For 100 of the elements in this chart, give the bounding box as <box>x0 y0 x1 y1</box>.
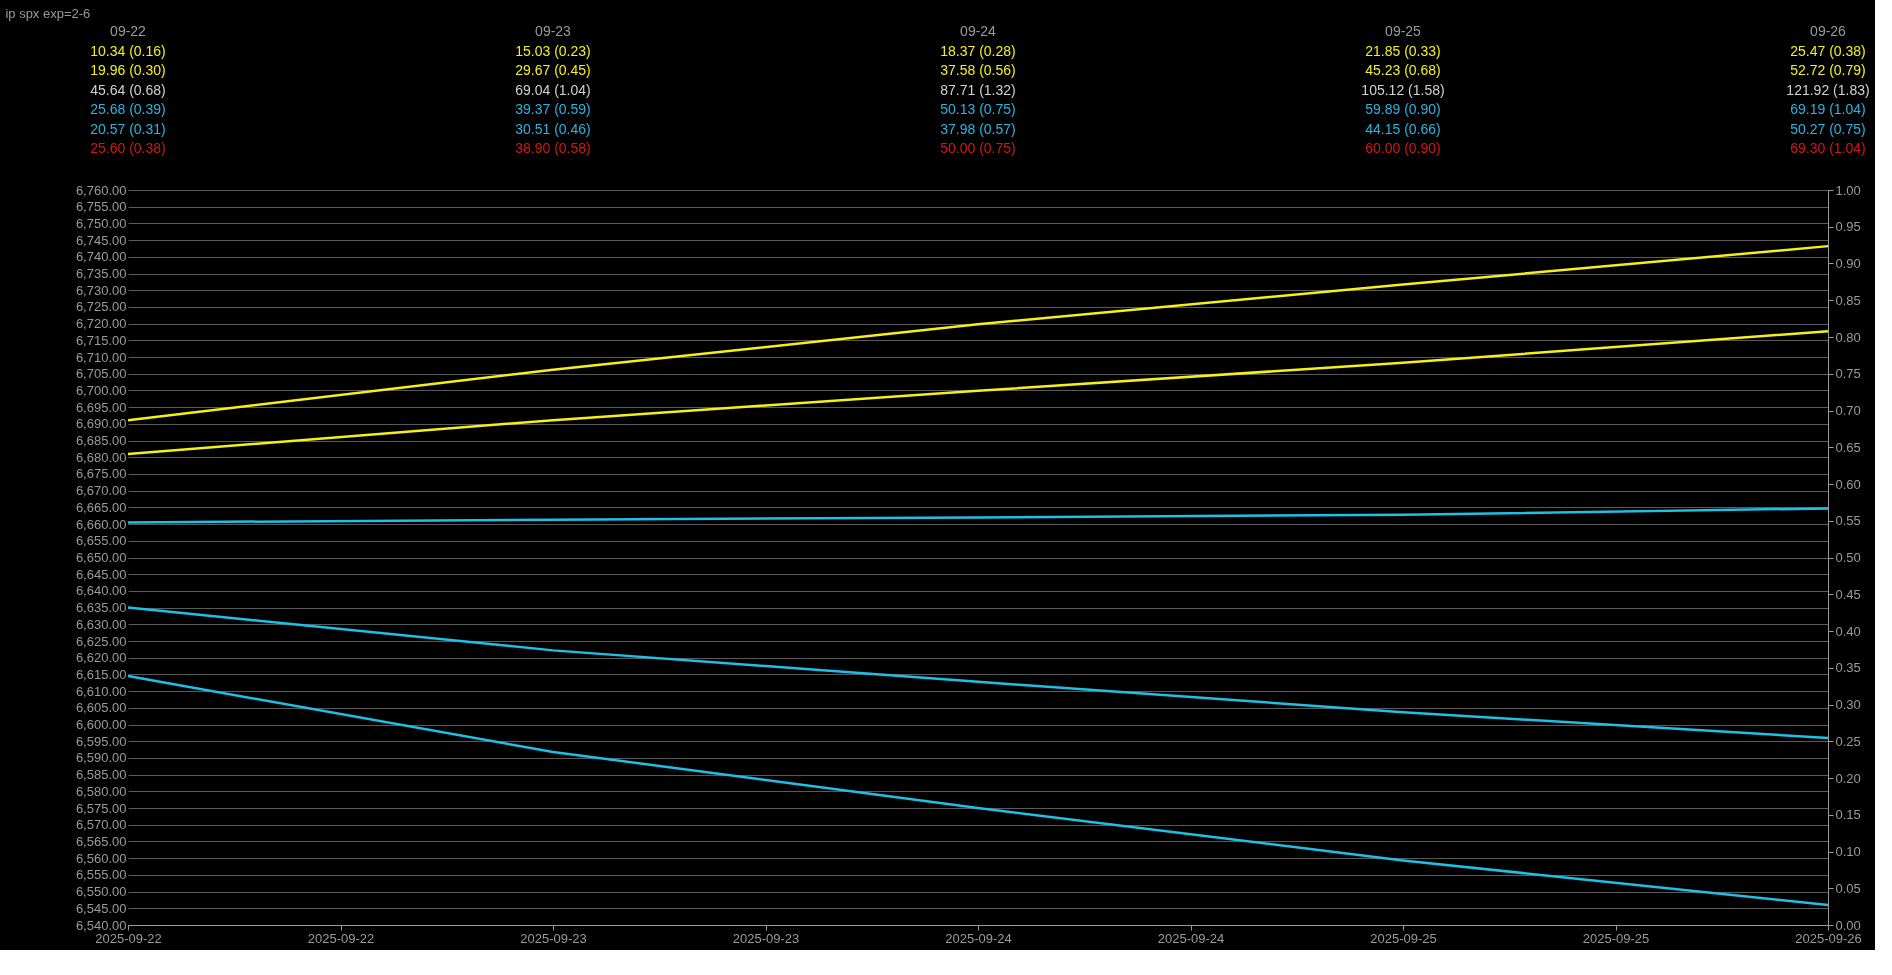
y-tick-label: 6,615.00 <box>75 666 127 682</box>
line-series <box>126 606 1830 740</box>
x-tick-label: 2025-09-22 <box>95 930 162 946</box>
text: 121.92 (1.83) <box>1786 81 1870 98</box>
y2-tick-label: 0.50 <box>1835 550 1861 565</box>
y2-tick-label: 0.90 <box>1835 256 1861 271</box>
text: 50.13 (0.75) <box>940 101 1016 117</box>
x-tick-label: 2025-09-25 <box>1370 930 1437 946</box>
y-tick-label: 6,540.00 <box>75 917 127 933</box>
y2-tick-label: 0.80 <box>1835 329 1861 345</box>
text: 30.51 (0.46) <box>515 120 591 137</box>
y-tick-label: 6,645.00 <box>75 566 127 582</box>
y2-tick-label: 1.00 <box>1835 182 1861 198</box>
text: 19.96 (0.30) <box>90 62 166 78</box>
y-tick-label: 6,745.00 <box>75 232 127 248</box>
y2-tick-label: 0.45 <box>1835 586 1861 602</box>
chart-title: ip spx exp=2-6 <box>5 6 91 21</box>
text: 87.71 (1.32) <box>940 81 1016 98</box>
y2-tick-label: 0.05 <box>1835 880 1861 896</box>
text: 69.04 (1.04) <box>515 81 591 98</box>
y-tick-label: 6,670.00 <box>75 483 127 499</box>
y-tick-label: 6,715.00 <box>75 332 127 348</box>
y2-tick-label: 0.15 <box>1835 807 1861 823</box>
text: 09-26 <box>1810 23 1847 39</box>
text: 37.58 (0.56) <box>940 62 1016 78</box>
text: 50.27 (0.75) <box>1790 120 1866 137</box>
text: 60.00 (0.90) <box>1365 140 1441 156</box>
y-tick-label: 6,760.00 <box>75 182 127 198</box>
y-tick-label: 6,580.00 <box>75 783 127 799</box>
x-tick-label: 2025-09-23 <box>520 930 587 946</box>
y-tick-label: 6,695.00 <box>75 399 127 415</box>
y-tick-label: 6,705.00 <box>75 366 127 382</box>
y2-tick-label: 0.35 <box>1835 660 1861 676</box>
y-tick-label: 6,630.00 <box>75 616 127 632</box>
text: 45.23 (0.68) <box>1365 62 1441 78</box>
x-tick-label: 2025-09-25 <box>1582 930 1650 946</box>
y2-tick-label: 0.55 <box>1835 513 1861 529</box>
y-tick-label: 6,700.00 <box>75 382 127 398</box>
text: 105.12 (1.58) <box>1361 81 1445 98</box>
y-tick-label: 6,660.00 <box>75 516 127 532</box>
y-tick-label: 6,590.00 <box>75 750 127 766</box>
text: 20.57 (0.31) <box>90 120 166 137</box>
y-tick-label: 6,555.00 <box>75 867 127 883</box>
text: 25.68 (0.39) <box>90 101 166 117</box>
y-tick-label: 6,750.00 <box>75 215 127 231</box>
y-tick-label: 6,730.00 <box>75 282 127 298</box>
y-tick-label: 6,710.00 <box>75 349 127 365</box>
y-tick-label: 6,570.00 <box>75 817 127 833</box>
y2-tick-label: 0.70 <box>1835 403 1861 418</box>
y2-tick-label: 0.65 <box>1835 439 1861 455</box>
y2-tick-label: 0.25 <box>1835 733 1861 749</box>
y-tick-label: 6,545.00 <box>75 900 127 916</box>
text: 44.15 (0.66) <box>1365 120 1441 137</box>
text: 09-25 <box>1385 23 1422 39</box>
y-tick-label: 6,685.00 <box>75 433 127 449</box>
text: 45.64 (0.68) <box>90 81 166 98</box>
y-tick-label: 6,610.00 <box>75 683 127 699</box>
y2-tick-label: 0.10 <box>1835 844 1861 859</box>
text: 25.47 (0.38) <box>1790 42 1866 59</box>
text: 10.34 (0.16) <box>90 42 166 59</box>
y2-tick-label: 0.40 <box>1835 623 1861 639</box>
line-series <box>126 507 1830 524</box>
x-tick-label: 2025-09-26 <box>1795 930 1862 946</box>
y-tick-label: 6,620.00 <box>75 650 127 666</box>
y2-tick-label: 0.75 <box>1835 366 1861 382</box>
y2-tick-label: 0.00 <box>1835 917 1861 933</box>
y-tick-label: 6,635.00 <box>75 600 127 616</box>
y-tick-label: 6,625.00 <box>75 633 127 649</box>
y-tick-label: 6,725.00 <box>75 299 127 315</box>
y-tick-label: 6,550.00 <box>75 884 127 900</box>
text: 15.03 (0.23) <box>515 42 591 59</box>
text: 52.72 (0.79) <box>1790 62 1866 78</box>
y2-tick-label: 0.30 <box>1835 697 1861 712</box>
y-tick-label: 6,675.00 <box>75 466 127 482</box>
y-tick-label: 6,690.00 <box>75 416 127 432</box>
text: 50.00 (0.75) <box>940 140 1016 156</box>
text: 37.98 (0.57) <box>940 120 1016 137</box>
y-tick-label: 6,585.00 <box>75 767 127 783</box>
text: 39.37 (0.59) <box>515 101 591 117</box>
y-tick-label: 6,560.00 <box>75 850 127 866</box>
y2-tick-label: 0.95 <box>1835 219 1861 235</box>
y-tick-label: 6,755.00 <box>75 199 127 215</box>
text: 69.19 (1.04) <box>1790 101 1866 117</box>
text: 69.30 (1.04) <box>1790 140 1866 156</box>
text: 38.90 (0.58) <box>515 140 591 156</box>
y-tick-label: 6,720.00 <box>75 316 127 332</box>
y-tick-label: 6,680.00 <box>75 449 127 465</box>
text: 25.60 (0.38) <box>90 140 166 156</box>
y-tick-label: 6,740.00 <box>75 249 127 265</box>
y-tick-label: 6,605.00 <box>75 700 127 716</box>
y-tick-label: 6,565.00 <box>75 833 127 849</box>
y-tick-label: 6,655.00 <box>75 533 127 549</box>
y2-tick-label: 0.60 <box>1835 476 1861 492</box>
y-tick-label: 6,575.00 <box>75 800 127 816</box>
y-tick-label: 6,650.00 <box>75 550 127 565</box>
line-series <box>126 674 1830 907</box>
text: 18.37 (0.28) <box>940 42 1016 59</box>
y-tick-label: 6,595.00 <box>75 733 127 749</box>
text: 09-23 <box>535 23 572 39</box>
x-tick-label: 2025-09-24 <box>945 930 1012 946</box>
